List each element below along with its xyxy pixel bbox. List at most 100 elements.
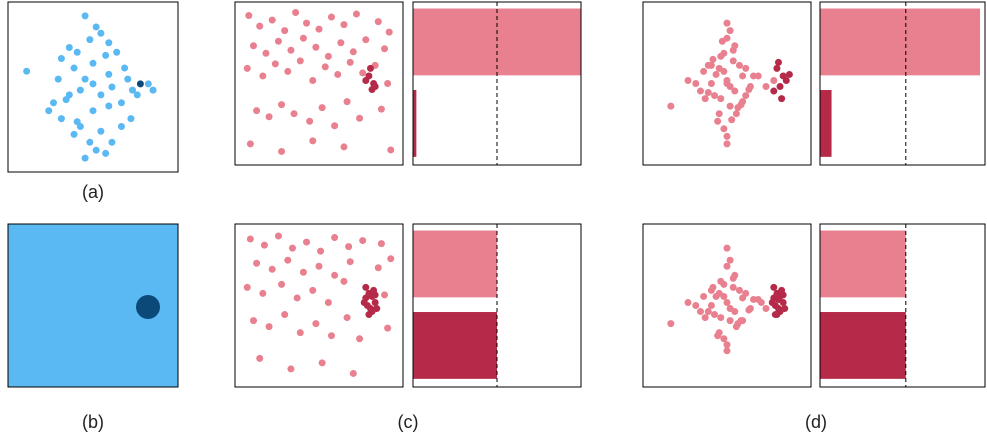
point [360, 298, 368, 306]
point [246, 140, 254, 148]
point [318, 104, 326, 112]
point [374, 264, 382, 272]
point [742, 289, 750, 297]
point [377, 240, 385, 248]
point [717, 314, 725, 322]
point [714, 117, 722, 125]
point [309, 286, 317, 294]
point [720, 125, 728, 133]
point [136, 80, 144, 88]
point [290, 110, 298, 118]
point [745, 86, 753, 94]
bar [820, 8, 981, 76]
point [127, 115, 135, 123]
point [726, 256, 734, 264]
point [108, 138, 116, 146]
region-highlight [136, 295, 160, 319]
point [368, 308, 376, 316]
point [312, 43, 320, 51]
point [92, 146, 100, 154]
point [249, 317, 257, 325]
point [293, 294, 301, 302]
point [735, 286, 743, 294]
bar [413, 230, 497, 298]
point [723, 341, 731, 349]
point [720, 292, 728, 300]
point [701, 314, 709, 322]
frame [234, 223, 404, 388]
point [692, 80, 700, 87]
point [731, 271, 739, 279]
point [729, 283, 737, 291]
point [299, 268, 307, 276]
point [256, 354, 264, 362]
point [345, 243, 353, 251]
point [253, 259, 261, 267]
point [726, 317, 734, 325]
point [243, 64, 251, 72]
point [729, 57, 737, 65]
point [381, 45, 389, 53]
point [750, 295, 758, 303]
point [356, 114, 364, 122]
point [315, 262, 323, 270]
point [108, 83, 116, 91]
point [256, 22, 264, 30]
point [704, 89, 712, 97]
point [309, 137, 317, 145]
point [23, 67, 31, 75]
point [715, 329, 723, 337]
point [337, 39, 345, 47]
point [296, 329, 304, 337]
point [712, 70, 720, 78]
point [73, 48, 81, 56]
point [374, 18, 382, 26]
point [731, 87, 739, 95]
point [728, 116, 736, 124]
point [149, 86, 157, 94]
point [723, 19, 731, 27]
point [253, 107, 261, 115]
point [121, 64, 129, 72]
point [340, 21, 348, 29]
point [785, 70, 793, 78]
point [102, 149, 110, 157]
point [715, 110, 723, 118]
point [735, 61, 743, 69]
point [742, 64, 750, 72]
point [692, 302, 700, 309]
point [757, 298, 765, 306]
point [742, 92, 750, 100]
point [317, 247, 325, 255]
point [704, 61, 712, 69]
frame [7, 223, 179, 388]
point [776, 83, 784, 91]
point [356, 335, 364, 343]
bar [820, 90, 832, 157]
point [268, 16, 276, 24]
point [331, 122, 339, 130]
point [737, 101, 745, 109]
bar [413, 312, 497, 379]
point [249, 42, 257, 50]
point [81, 12, 89, 20]
point [717, 95, 725, 103]
point [770, 283, 778, 291]
point [65, 44, 73, 51]
point [265, 323, 273, 331]
point [105, 102, 113, 110]
point [97, 91, 105, 99]
point [366, 64, 374, 72]
point [133, 91, 141, 99]
point [349, 48, 357, 56]
point [334, 70, 342, 78]
bar [820, 312, 906, 379]
point [288, 244, 296, 252]
point [359, 237, 367, 245]
point [701, 95, 709, 103]
point [281, 311, 289, 319]
bar [413, 90, 417, 157]
point [97, 29, 105, 37]
point [773, 64, 781, 72]
